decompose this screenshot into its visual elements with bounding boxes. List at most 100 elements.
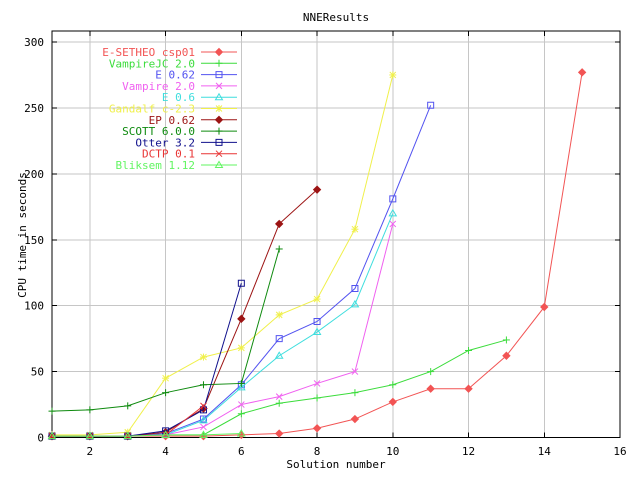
legend-item-vampire-2-0: Vampire 2.0 [122, 80, 237, 93]
cross-marker [313, 380, 321, 387]
legend-label: Otter 3.2 [135, 136, 195, 149]
series-line-gandalf-c-2-3 [52, 74, 394, 436]
plus-marker [389, 381, 397, 389]
triangle-marker [161, 430, 170, 438]
star-marker [237, 344, 245, 352]
tick-label-y-0: 0 [37, 432, 44, 445]
cross-marker [200, 402, 207, 410]
square-marker [427, 101, 435, 109]
square-marker [389, 195, 397, 203]
triangle-marker [199, 415, 208, 424]
star-marker [199, 353, 207, 361]
legend-item-ep-0-62: EP 0.62 [149, 114, 237, 127]
legend-label: SCOTT 6.0.0 [122, 125, 195, 138]
diamond-marker [312, 424, 322, 433]
plus-marker [215, 127, 223, 135]
legend-label: VampireJC 2.0 [109, 57, 195, 70]
diamond-marker [214, 47, 224, 57]
cross-marker [215, 150, 223, 158]
legend-label: E-SETHEO csp01 [102, 46, 195, 59]
triangle-marker [85, 431, 95, 440]
triangle-marker [214, 92, 224, 101]
legend-label: Gandalf c-2.3 [109, 103, 195, 116]
series-line-vampirejc-2-0 [52, 339, 507, 437]
tick-label-y-50: 50 [31, 366, 44, 379]
cross-marker [389, 220, 397, 228]
star-marker [162, 374, 170, 382]
plus-marker [86, 406, 94, 414]
diamond-marker [214, 115, 224, 125]
plus-marker [199, 381, 207, 389]
tick-label-x-2: 2 [87, 445, 94, 458]
series-line-e-0-6 [52, 213, 394, 437]
legend-item-e-0-62: E 0.62 [155, 69, 237, 82]
chart-title: NNEResults [302, 11, 370, 24]
star-marker [275, 311, 283, 319]
plus-marker [237, 410, 245, 418]
triangle-marker [236, 382, 246, 391]
diamond-marker [237, 314, 246, 324]
star-marker [313, 295, 321, 303]
square-marker [313, 317, 321, 325]
legend-item-gandalf-c-2-3: Gandalf c-2.3 [109, 103, 237, 116]
tick-label-x-10: 10 [386, 445, 399, 458]
triangle-marker [236, 429, 246, 437]
legend-label: Vampire 2.0 [122, 80, 195, 93]
square-marker [215, 138, 223, 146]
legend-item-e-setheo-csp01: E-SETHEO csp01 [102, 46, 237, 59]
triangle-marker [312, 327, 322, 336]
triangle-marker [274, 351, 284, 359]
cross-marker [275, 393, 283, 400]
legend-item-bliksem-1-12: Bliksem 1.12 [116, 159, 237, 172]
star-marker [351, 225, 359, 233]
triangle-marker [214, 160, 224, 168]
tick-label-y-250: 250 [24, 102, 44, 115]
diamond-marker [426, 384, 435, 393]
diamond-marker [350, 414, 360, 424]
cross-marker [215, 82, 223, 90]
plus-marker [48, 407, 56, 415]
diamond-marker [312, 185, 322, 194]
cross-marker [351, 368, 359, 375]
triangle-marker [123, 431, 133, 440]
plus-marker [275, 399, 283, 407]
plus-marker [124, 402, 132, 410]
tick-label-y-100: 100 [24, 300, 44, 313]
diamond-marker [388, 397, 398, 407]
plus-marker [351, 389, 359, 397]
cross-marker [200, 423, 207, 431]
triangle-marker [199, 430, 208, 438]
legend-label: Bliksem 1.12 [116, 159, 195, 172]
series-line-otter-3-2 [52, 283, 242, 437]
tick-label-x-14: 14 [538, 445, 552, 458]
legend-label: E 0.6 [162, 91, 195, 104]
plus-marker [215, 59, 223, 67]
star-marker [389, 71, 397, 79]
triangle-marker [350, 299, 360, 308]
plus-marker [427, 368, 435, 376]
plus-marker [313, 394, 321, 402]
tick-label-x-8: 8 [314, 445, 321, 458]
legend-item-scott-6-0-0: SCOTT 6.0.0 [122, 125, 237, 138]
plus-marker [465, 346, 473, 354]
triangle-marker [388, 208, 398, 217]
tick-label-x-16: 16 [613, 445, 626, 458]
square-marker [215, 71, 223, 79]
legend-label: EP 0.62 [149, 114, 195, 127]
square-marker [237, 381, 245, 389]
square-marker [351, 285, 359, 293]
legend-item-otter-3-2: Otter 3.2 [135, 136, 237, 149]
diamond-marker [464, 384, 473, 393]
cross-marker [237, 401, 245, 408]
legend-item-e-0-6: E 0.6 [162, 91, 237, 104]
star-marker [215, 105, 223, 112]
legend-item-dctp-0-1: DCTP 0.1 [142, 148, 237, 161]
tick-label-x-12: 12 [462, 445, 475, 458]
diamond-marker [540, 302, 549, 312]
square-marker [237, 279, 245, 287]
legend-item-vampirejc-2-0: VampireJC 2.0 [109, 57, 237, 70]
tick-label-y-200: 200 [24, 168, 44, 181]
plus-marker [275, 245, 283, 253]
